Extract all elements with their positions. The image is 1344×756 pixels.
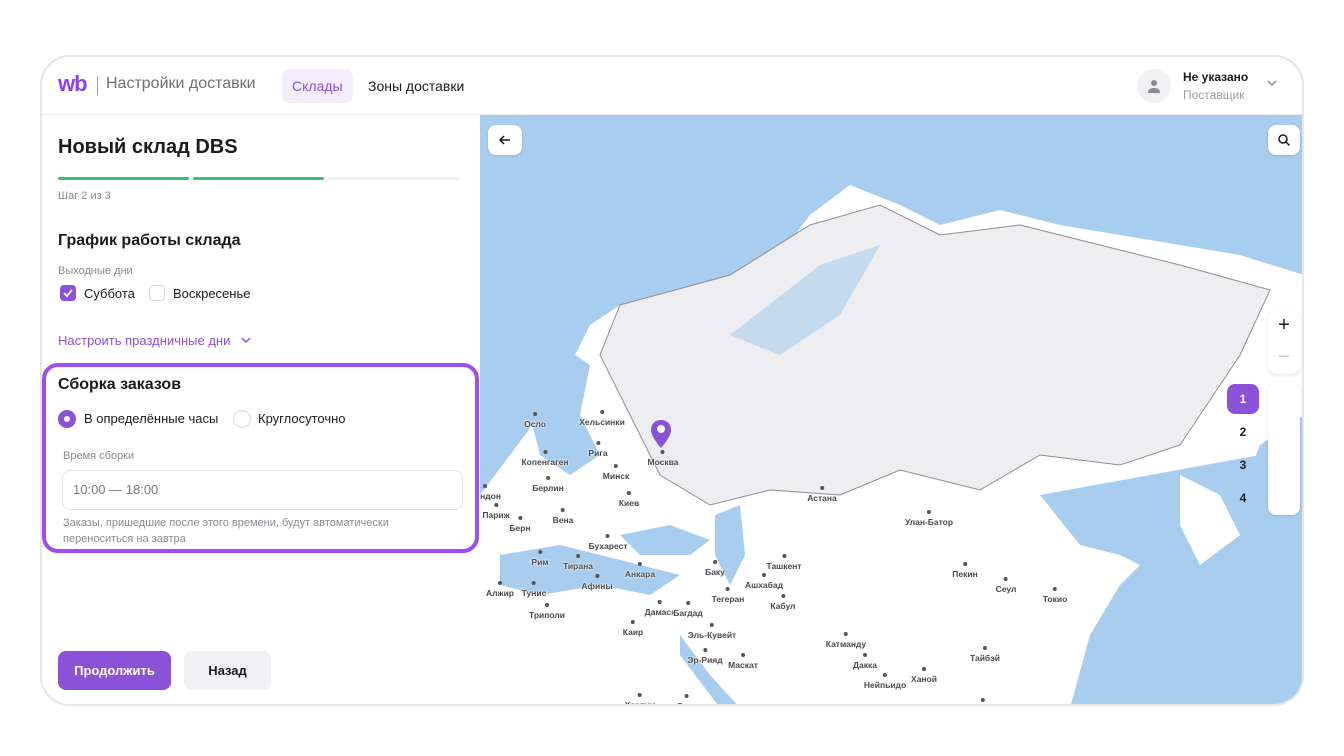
city-label: Ашхабад [744,573,784,590]
city-label: Хартум [625,693,655,704]
user-role: Поставщик [1183,88,1245,102]
city-label: Бухарест [588,534,628,551]
saturday-label[interactable]: Суббота [84,286,135,301]
holidays-link-label: Настроить праздничные дни [58,333,231,348]
specific-hours-radio[interactable] [58,410,76,428]
round-the-clock-label[interactable]: Круглосуточно [258,411,346,426]
user-icon [1148,80,1160,93]
chevron-down-icon[interactable] [1266,77,1278,89]
level-selector [1268,383,1300,515]
back-arrow-button[interactable] [488,125,522,155]
city-label: Копенгаген [521,450,569,467]
map-search-button[interactable] [1268,125,1300,155]
assembly-heading: Сборка заказов [58,376,182,393]
days-off-label: Выходные дни [58,265,133,277]
level-button-4[interactable]: 4 [1239,491,1247,505]
city-label: Маскат [728,653,758,670]
avatar[interactable] [1137,69,1171,103]
city-label: Париж [482,503,510,520]
city-label: Ташкент [766,554,802,571]
back-button[interactable]: Назад [184,651,271,690]
assembly-section: Сборка заказов В определённые часы Кругл… [42,363,479,553]
wb-logo[interactable]: wb [58,71,88,96]
arrow-left-icon [498,135,510,145]
sunday-checkbox[interactable] [149,285,165,301]
divider [97,77,98,95]
sunday-label[interactable]: Воскресенье [173,286,251,301]
assembly-time-input[interactable]: 10:00 — 18:00 [62,470,463,510]
city-label: Сана [677,694,697,704]
city-label: Москва [647,450,679,467]
map-marker-icon[interactable] [650,419,672,449]
progress-segment-3 [328,177,459,180]
city-label: Улан-Батор [904,510,954,527]
city-label: Минск [602,464,630,481]
assembly-hint: Заказы, пришедшие после этого времени, б… [63,517,389,545]
zoom-controls: + − [1268,310,1300,374]
holidays-link[interactable]: Настроить праздничные дни [58,333,252,348]
page-title: Новый склад DBS [58,136,238,158]
city-label: Триполи [528,603,566,620]
zoom-out-button[interactable]: − [1278,346,1290,368]
city-label: Тегеран [711,587,745,604]
city-label: Багдад [673,601,703,618]
city-label: Берлин [532,476,564,493]
tab-delivery-zones[interactable]: Зоны доставки [368,78,465,94]
city-label: Нейпьидо [863,673,907,690]
city-label: Баку [705,560,725,577]
form-panel: Новый склад DBS Шаг 2 из 3 График работы… [42,115,480,704]
city-label: Рим [531,550,549,567]
city-label: Рига [588,441,608,458]
step-indicator: Шаг 2 из 3 [58,190,111,202]
check-icon [63,289,73,298]
city-label: Дамаск [644,600,676,617]
chevron-down-icon [241,337,251,344]
tab-warehouses[interactable]: Склады [282,69,353,103]
city-label: Тайбэй [970,646,1000,663]
app-window: wb Настройки доставки Склады Зоны достав… [40,55,1304,706]
progress-segment-1 [58,177,189,180]
city-label: Пекин [952,562,978,579]
city-label: Афины [581,574,613,591]
level-button-2[interactable]: 2 [1239,425,1247,439]
city-label: Катманду [825,632,867,649]
city-label: Дакка [852,653,878,670]
city-label: Каир [622,620,644,637]
header: wb Настройки доставки Склады Зоны достав… [42,57,1302,115]
saturday-checkbox[interactable] [60,285,76,301]
city-label: Эр-Рияд [687,648,723,665]
zoom-in-button[interactable]: + [1278,314,1290,336]
app-title: Настройки доставки [106,75,256,92]
round-the-clock-radio[interactable] [233,410,251,428]
city-label: Киев [618,491,640,508]
city-label: Берн [509,516,531,533]
map[interactable]: + − Осло Хельсинки Рига Копенгаген Минск Моск… [480,115,1302,704]
city-label: Тунис [521,581,547,598]
map-land [480,185,1302,704]
city-label: Вена [552,508,574,525]
city-label: Анкара [624,562,656,579]
city-label: Эль-Кувейт [687,623,737,640]
level-button-3[interactable]: 3 [1239,458,1247,472]
user-name: Не указано [1183,70,1249,84]
city-label: Сеул [995,577,1017,594]
schedule-heading: График работы склада [58,232,241,249]
continue-button[interactable]: Продолжить [58,651,171,690]
city-label: Кабул [770,594,796,611]
city-label: Астана [807,486,837,503]
search-icon [1278,134,1291,147]
specific-hours-label[interactable]: В определённые часы [84,411,219,426]
city-label: Алжир [486,581,514,598]
city-label: Ханой [911,667,937,684]
city-label: Осло [524,412,546,429]
city-label: Токио [1042,587,1068,604]
level-button-1[interactable]: 1 [1227,384,1259,414]
city-label: Хельсинки [579,410,625,427]
city-label: Тирана [563,554,593,571]
assembly-time-label: Время сборки [63,450,135,462]
progress-segment-2 [193,177,324,180]
city-label: Лондон [480,484,501,501]
